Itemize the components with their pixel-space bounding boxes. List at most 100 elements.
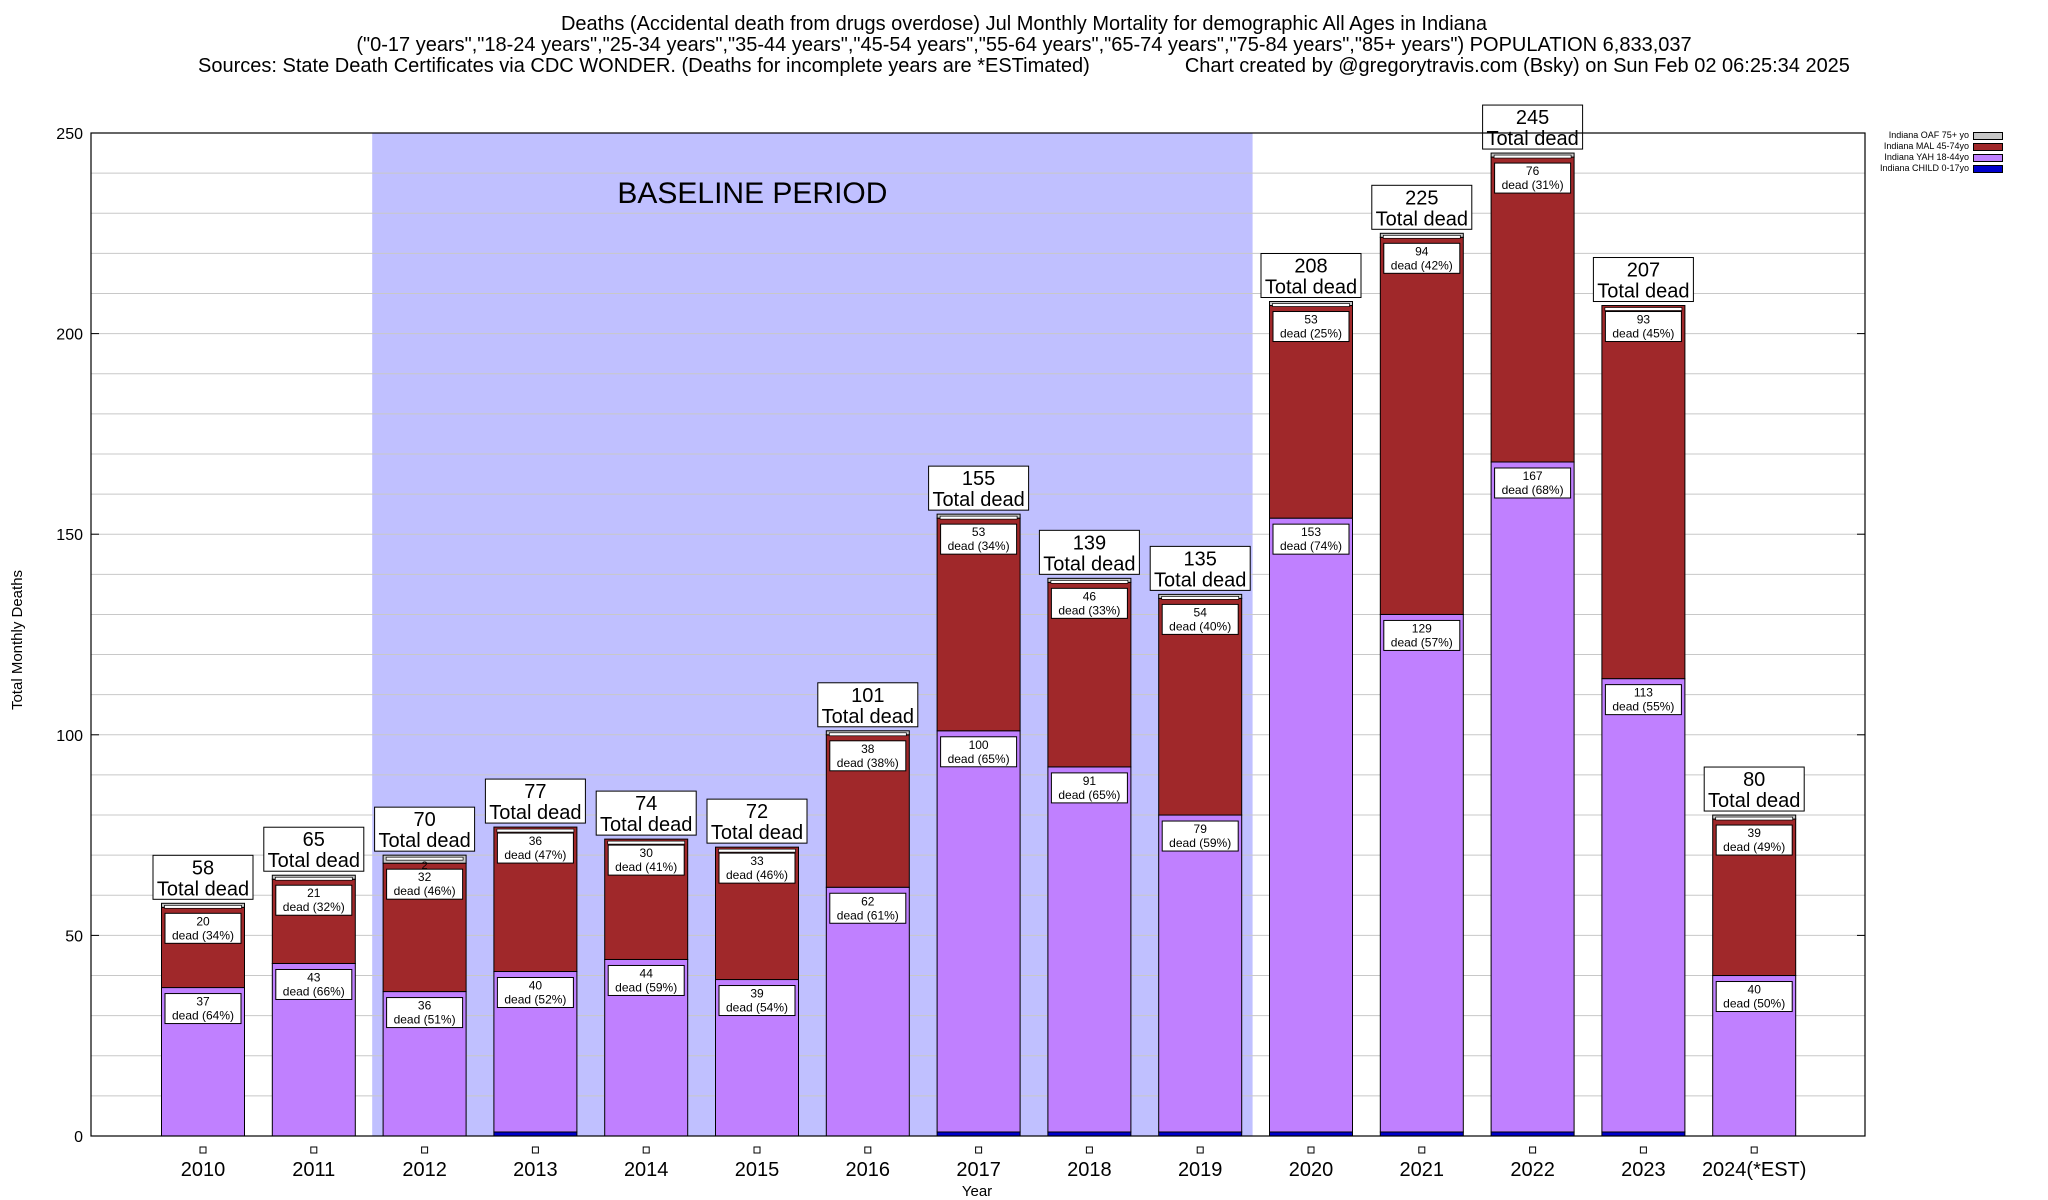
x-marker xyxy=(1639,1146,1647,1154)
total-dead-label: Total dead xyxy=(1265,277,1357,299)
segment-percent-label: dead (65%) xyxy=(1058,788,1120,802)
segment-percent-label: dead (57%) xyxy=(1391,635,1453,649)
segment-value-label: 40 xyxy=(1748,983,1762,997)
total-label-box xyxy=(484,778,586,824)
bar-top-cap xyxy=(828,732,907,737)
x-tick-label: 2022 xyxy=(1510,1159,1555,1181)
bar-indiana-yah-18-44yo xyxy=(1379,613,1464,1133)
segment-value-label: 33 xyxy=(750,854,764,868)
total-value-label: 58 xyxy=(192,857,214,879)
segment-value-label: 100 xyxy=(969,738,989,752)
segment-value-label: 37 xyxy=(196,995,210,1009)
segment-percent-label: dead (46%) xyxy=(726,868,788,882)
total-dead-label: Total dead xyxy=(378,830,470,852)
legend-swatch xyxy=(1973,142,2004,151)
total-value-label: 207 xyxy=(1627,260,1660,282)
x-marker xyxy=(864,1146,872,1154)
segment-value-label: 153 xyxy=(1301,525,1321,539)
chart-legend: Indiana OAF 75+ yo Indiana MAL 45-74yo Ind… xyxy=(1880,130,2004,174)
total-dead-label: Total dead xyxy=(1597,281,1689,303)
total-label-box xyxy=(706,798,808,844)
x-marker xyxy=(1529,1146,1537,1154)
bar-top-cap xyxy=(274,876,353,881)
total-label-box xyxy=(1592,257,1694,303)
total-label-box xyxy=(152,854,254,900)
total-value-label: 208 xyxy=(1294,256,1327,278)
legend-label: Indiana OAF 75+ yo xyxy=(1888,130,1970,140)
segment-percent-label: dead (46%) xyxy=(394,884,456,898)
x-tick-label: 2016 xyxy=(846,1159,891,1181)
total-value-label: 155 xyxy=(962,468,995,490)
segment-percent-label: dead (32%) xyxy=(283,900,345,914)
segment-label-box xyxy=(829,892,907,924)
x-marker xyxy=(1307,1146,1315,1154)
total-dead-label: Total dead xyxy=(489,802,581,824)
bar-top-cap xyxy=(1272,303,1350,307)
segment-label-box xyxy=(1383,242,1461,274)
y-tick-label: 200 xyxy=(56,327,83,344)
x-marker xyxy=(421,1146,429,1154)
segment-label-box xyxy=(164,993,242,1025)
segment-percent-label: dead (74%) xyxy=(1280,539,1342,553)
segment-percent-label: dead (66%) xyxy=(283,984,345,998)
x-tick-label: 2019 xyxy=(1178,1159,1223,1181)
total-label-box xyxy=(595,790,697,836)
total-label-box xyxy=(1371,184,1473,230)
x-tick-label: 2013 xyxy=(513,1159,558,1181)
segment-percent-label: dead (31%) xyxy=(1502,178,1564,192)
segment-percent-label: dead (33%) xyxy=(1058,603,1120,617)
x-tick-label: 2011 xyxy=(292,1159,335,1181)
bar-top-cap xyxy=(385,856,464,861)
segment-label-box xyxy=(607,844,685,876)
y-tick-label: 50 xyxy=(65,928,83,945)
total-dead-label: Total dead xyxy=(1043,553,1135,575)
segment-value-label: 39 xyxy=(1748,826,1762,840)
total-value-label: 135 xyxy=(1184,548,1217,570)
total-label-box xyxy=(1703,766,1805,812)
segment-label-box xyxy=(275,968,353,1000)
total-value-label: 225 xyxy=(1405,187,1438,209)
x-tick-label: 2017 xyxy=(956,1159,1001,1181)
segment-value-label: 62 xyxy=(861,894,875,908)
total-value-label: 245 xyxy=(1516,107,1549,129)
y-tick-label: 100 xyxy=(56,728,83,745)
bar-indiana-yah-18-44yo xyxy=(1158,814,1243,1133)
bar-indiana-child-0-17yo xyxy=(1490,1131,1575,1137)
bar-indiana-yah-18-44yo xyxy=(825,886,910,1137)
segment-label-box xyxy=(386,997,464,1029)
segment-value-label: 76 xyxy=(1526,164,1540,178)
segment-value-label: 53 xyxy=(972,525,986,539)
x-tick-label: 2018 xyxy=(1067,1159,1112,1181)
x-marker xyxy=(310,1146,318,1154)
total-value-label: 72 xyxy=(746,801,768,823)
total-label-box xyxy=(1149,545,1251,591)
total-dead-label: Total dead xyxy=(1376,208,1468,230)
segment-percent-label: dead (65%) xyxy=(948,752,1010,766)
bar-indiana-yah-18-44yo xyxy=(1601,678,1686,1133)
segment-label-box xyxy=(1161,603,1239,635)
x-tick-label: 2010 xyxy=(181,1159,226,1181)
total-dead-label: Total dead xyxy=(157,878,249,900)
segment-value-label: 54 xyxy=(1194,605,1208,619)
segment-percent-label: dead (34%) xyxy=(948,539,1010,553)
segment-percent-label: dead (68%) xyxy=(1502,483,1564,497)
plot-frame xyxy=(90,132,1866,1137)
total-label-box xyxy=(817,682,919,728)
bar-indiana-yah-18-44yo xyxy=(1490,461,1575,1133)
segment-percent-label: dead (55%) xyxy=(1612,700,1674,714)
total-value-label: 77 xyxy=(524,781,546,803)
bar-top-cap xyxy=(1604,307,1683,311)
x-marker xyxy=(1196,1146,1204,1154)
total-value-label: 80 xyxy=(1743,769,1765,791)
bar-indiana-child-0-17yo xyxy=(1379,1131,1464,1137)
x-tick-label: 2021 xyxy=(1400,1159,1445,1181)
total-value-label: 70 xyxy=(413,809,435,831)
bar-indiana-child-0-17yo xyxy=(1269,1131,1353,1137)
x-tick-label: 2015 xyxy=(735,1159,780,1181)
total-value-label: 74 xyxy=(635,793,657,815)
chart-subtitle-ages: ("0-17 years","18-24 years","25-34 years… xyxy=(356,34,1692,56)
legend-swatch xyxy=(1973,131,2004,140)
legend-label: Indiana YAH 18-44yo xyxy=(1884,152,1970,162)
segment-label-box xyxy=(1161,820,1239,852)
total-value-label: 65 xyxy=(303,829,325,851)
